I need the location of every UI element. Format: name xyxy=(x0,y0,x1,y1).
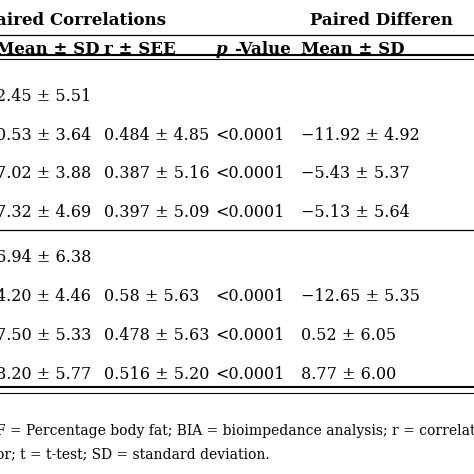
Text: 0.52 ± 6.05: 0.52 ± 6.05 xyxy=(301,327,396,344)
Text: 7.50 ± 5.33: 7.50 ± 5.33 xyxy=(0,327,91,344)
Text: r ± SEE: r ± SEE xyxy=(104,41,176,58)
Text: 0.397 ± 5.09: 0.397 ± 5.09 xyxy=(104,204,210,221)
Text: 0.484 ± 4.85: 0.484 ± 4.85 xyxy=(104,127,210,144)
Text: or; t = t-test; SD = standard deviation.: or; t = t-test; SD = standard deviation. xyxy=(0,447,270,461)
Text: <0.0001: <0.0001 xyxy=(216,165,285,182)
Text: 8.77 ± 6.00: 8.77 ± 6.00 xyxy=(301,365,396,383)
Text: Mean ± SD: Mean ± SD xyxy=(301,41,405,58)
Text: Paired Differen: Paired Differen xyxy=(310,12,453,29)
Text: aired Correlations: aired Correlations xyxy=(0,12,166,29)
Text: −5.13 ± 5.64: −5.13 ± 5.64 xyxy=(301,204,410,221)
Text: <0.0001: <0.0001 xyxy=(216,365,285,383)
Text: 0.387 ± 5.16: 0.387 ± 5.16 xyxy=(104,165,210,182)
Text: 6.94 ± 6.38: 6.94 ± 6.38 xyxy=(0,249,91,266)
Text: 0.516 ± 5.20: 0.516 ± 5.20 xyxy=(104,365,210,383)
Text: −12.65 ± 5.35: −12.65 ± 5.35 xyxy=(301,288,420,305)
Text: Mean ± SD: Mean ± SD xyxy=(0,41,100,58)
Text: p: p xyxy=(216,41,228,58)
Text: 2.45 ± 5.51: 2.45 ± 5.51 xyxy=(0,88,91,105)
Text: −5.43 ± 5.37: −5.43 ± 5.37 xyxy=(301,165,410,182)
Text: 0.53 ± 3.64: 0.53 ± 3.64 xyxy=(0,127,91,144)
Text: F = Percentage body fat; BIA = bioimpedance analysis; r = correlation: F = Percentage body fat; BIA = bioimpeda… xyxy=(0,424,474,438)
Text: −11.92 ± 4.92: −11.92 ± 4.92 xyxy=(301,127,420,144)
Text: <0.0001: <0.0001 xyxy=(216,127,285,144)
Text: <0.0001: <0.0001 xyxy=(216,288,285,305)
Text: 0.478 ± 5.63: 0.478 ± 5.63 xyxy=(104,327,210,344)
Text: 7.02 ± 3.88: 7.02 ± 3.88 xyxy=(0,165,91,182)
Text: 8.20 ± 5.77: 8.20 ± 5.77 xyxy=(0,365,91,383)
Text: 7.32 ± 4.69: 7.32 ± 4.69 xyxy=(0,204,91,221)
Text: <0.0001: <0.0001 xyxy=(216,204,285,221)
Text: 0.58 ± 5.63: 0.58 ± 5.63 xyxy=(104,288,200,305)
Text: 4.20 ± 4.46: 4.20 ± 4.46 xyxy=(0,288,91,305)
Text: <0.0001: <0.0001 xyxy=(216,327,285,344)
Text: -Value: -Value xyxy=(234,41,291,58)
